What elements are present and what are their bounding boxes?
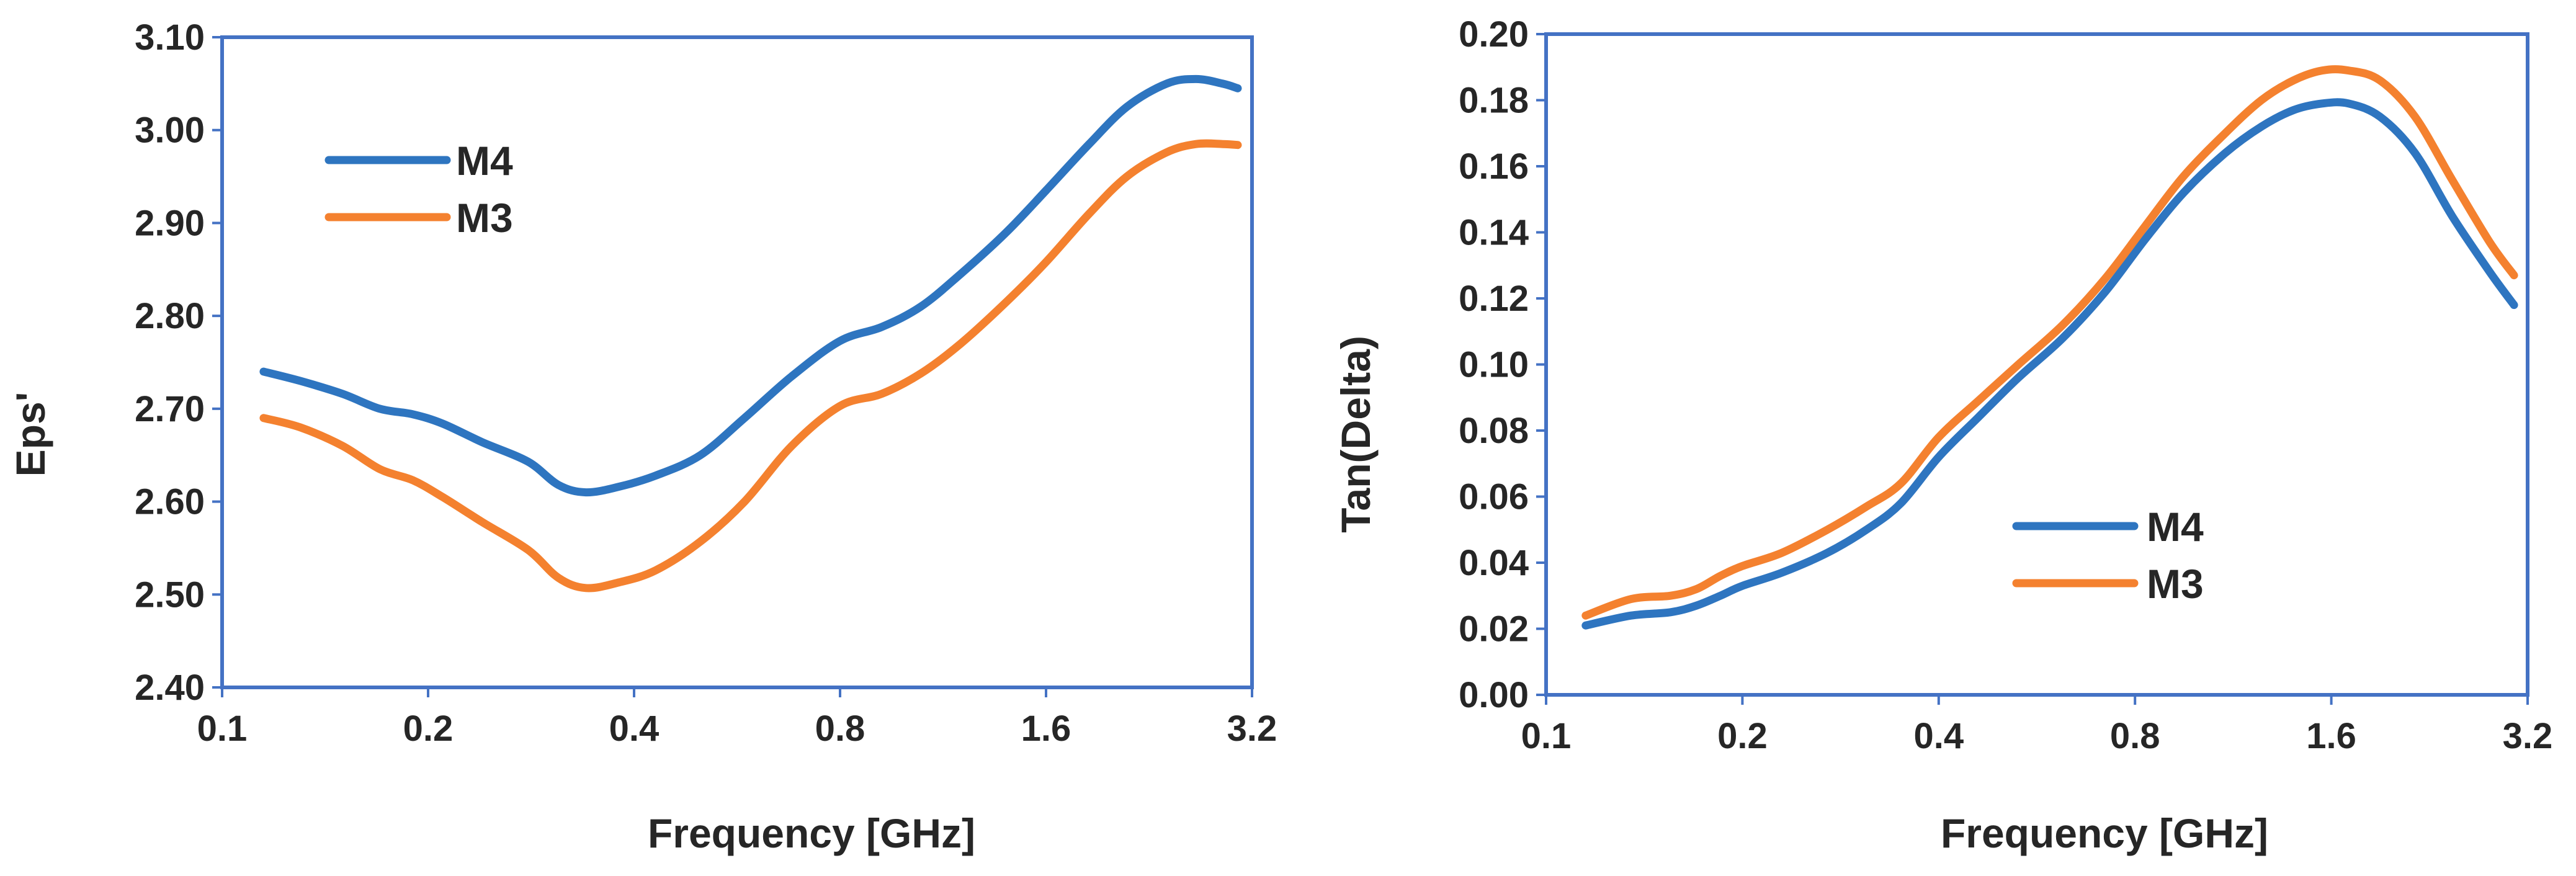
y-tick-labels: 2.40 2.50 2.60 2.70 2.80 2.90 3.00 3.10 [135, 17, 205, 708]
legend: M4 M3 [324, 138, 513, 241]
y-tick-label: 2.50 [135, 574, 205, 615]
tick-marks [212, 36, 1253, 697]
y-tick-label: 2.70 [135, 389, 205, 429]
y-tick-label: 0.00 [1459, 675, 1529, 715]
y-tick-label: 2.80 [135, 296, 205, 336]
legend-label-m4: M4 [2147, 504, 2204, 550]
y-tick-label: 0.14 [1459, 213, 1529, 253]
x-tick-labels: 0.1 0.2 0.4 0.8 1.6 3.2 [1521, 716, 2553, 756]
y-tick-label: 2.90 [135, 203, 205, 243]
y-tick-label: 2.40 [135, 668, 205, 708]
y-tick-label: 0.20 [1459, 14, 1529, 55]
y-axis-title: Tan(Delta) [1333, 336, 1379, 533]
x-tick-label: 0.8 [2110, 716, 2160, 756]
legend-label-m3: M3 [456, 195, 513, 241]
x-tick-label: 3.2 [2503, 716, 2553, 756]
x-tick-label: 0.8 [815, 708, 865, 749]
series-line-m3 [259, 139, 1242, 592]
x-tick-labels: 0.1 0.2 0.4 0.8 1.6 3.2 [197, 708, 1277, 749]
series-line-m4 [1581, 98, 2518, 630]
x-tick-label: 0.4 [609, 708, 660, 749]
y-tick-label: 0.04 [1459, 543, 1529, 583]
x-tick-label: 0.1 [197, 708, 248, 749]
y-tick-label: 3.10 [135, 17, 205, 58]
tan-delta-chart: 0.00 0.02 0.04 0.06 0.08 0.10 0.12 0.14 0.16 0.18… [1333, 14, 2552, 856]
y-tick-label: 2.60 [135, 482, 205, 522]
legend: M4 M3 [2012, 504, 2204, 607]
series-lines [1581, 65, 2518, 630]
plot-area-frame [220, 35, 1254, 689]
legend-label-m4: M4 [456, 138, 513, 184]
y-tick-label: 0.06 [1459, 477, 1529, 517]
y-tick-labels: 0.00 0.02 0.04 0.06 0.08 0.10 0.12 0.14 0.16 0.18… [1459, 14, 1529, 715]
x-tick-label: 1.6 [1021, 708, 1071, 749]
series-line-m3 [1581, 65, 2518, 620]
series-line-m4 [259, 74, 1242, 497]
y-tick-label: 0.10 [1459, 345, 1529, 385]
x-tick-label: 0.1 [1521, 716, 1572, 756]
x-axis-title: Frequency [GHz] [1941, 810, 2268, 856]
y-axis-title: Eps' [7, 392, 53, 477]
x-tick-label: 0.4 [1913, 716, 1964, 756]
y-tick-label: 0.08 [1459, 411, 1529, 451]
x-tick-label: 3.2 [1227, 708, 1277, 749]
y-tick-label: 0.02 [1459, 609, 1529, 650]
eps-chart: 2.402.502.602.702.802.903.003.10 0.1 0.2 0… [7, 17, 1277, 856]
series-lines [259, 74, 1242, 592]
y-tick-label: 0.12 [1459, 279, 1529, 319]
x-tick-label: 0.2 [1717, 716, 1768, 756]
y-tick-label: 0.16 [1459, 146, 1529, 187]
tick-marks [1536, 33, 2529, 705]
x-axis-title: Frequency [GHz] [648, 810, 975, 856]
x-tick-label: 1.6 [2306, 716, 2356, 756]
legend-label-m3: M3 [2147, 561, 2204, 607]
x-tick-label: 0.2 [403, 708, 454, 749]
y-tick-label: 0.18 [1459, 81, 1529, 121]
y-tick-label: 3.00 [135, 110, 205, 151]
